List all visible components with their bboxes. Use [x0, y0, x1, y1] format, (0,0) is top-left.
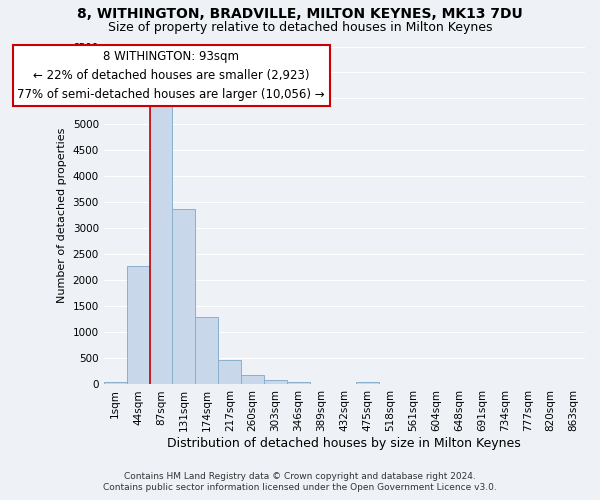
Bar	[149, 101, 172, 384]
Bar	[264, 380, 287, 384]
Y-axis label: Number of detached properties: Number of detached properties	[57, 128, 67, 303]
Text: 8, WITHINGTON, BRADVILLE, MILTON KEYNES, MK13 7DU: 8, WITHINGTON, BRADVILLE, MILTON KEYNES,…	[77, 8, 523, 22]
Bar	[172, 208, 196, 384]
Bar	[287, 382, 310, 384]
Bar	[104, 382, 127, 384]
Text: Contains HM Land Registry data © Crown copyright and database right 2024.
Contai: Contains HM Land Registry data © Crown c…	[103, 472, 497, 492]
Text: Size of property relative to detached houses in Milton Keynes: Size of property relative to detached ho…	[108, 21, 492, 34]
Text: 8 WITHINGTON: 93sqm
← 22% of detached houses are smaller (2,923)
77% of semi-det: 8 WITHINGTON: 93sqm ← 22% of detached ho…	[17, 50, 325, 101]
Bar	[241, 375, 264, 384]
Bar	[127, 266, 149, 384]
Bar	[196, 317, 218, 384]
Bar	[218, 360, 241, 384]
Bar	[356, 382, 379, 384]
X-axis label: Distribution of detached houses by size in Milton Keynes: Distribution of detached houses by size …	[167, 437, 521, 450]
